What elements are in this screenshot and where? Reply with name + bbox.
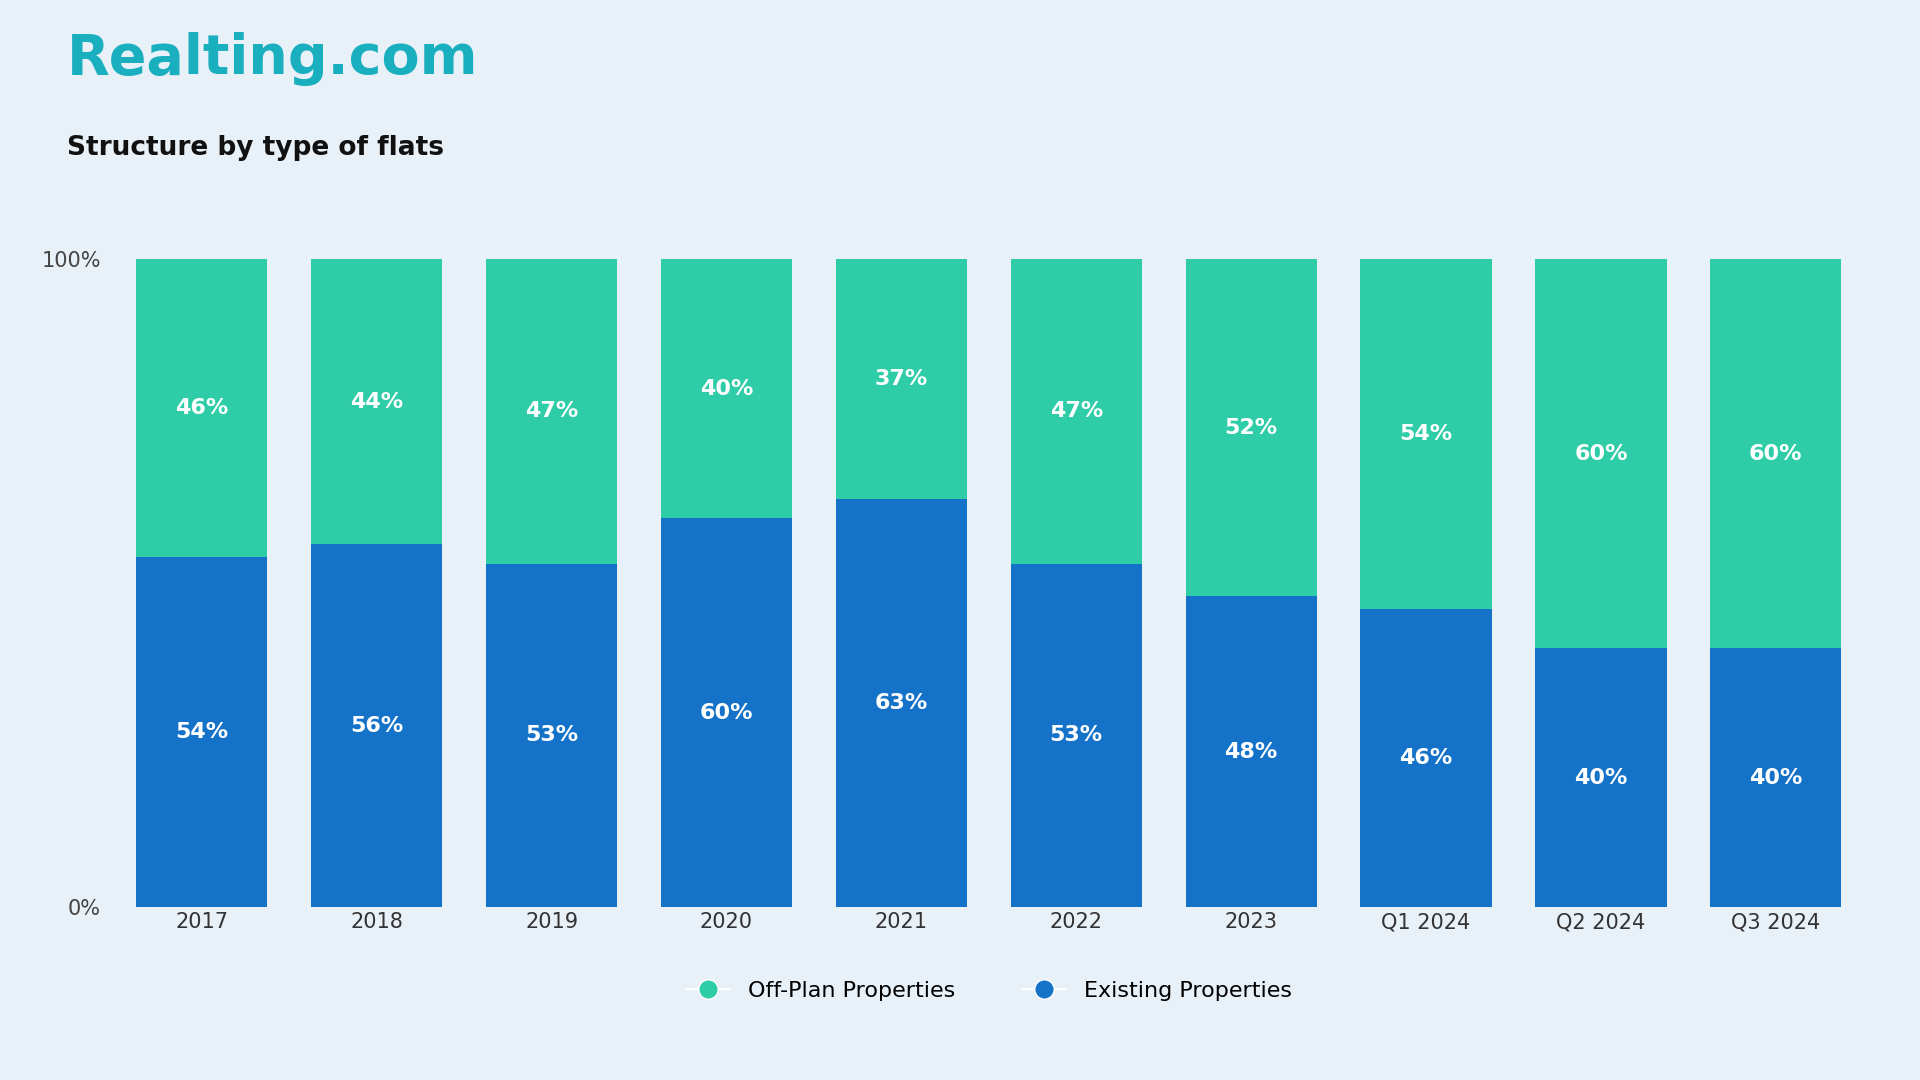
Bar <box>486 259 616 564</box>
Text: 60%: 60% <box>1749 444 1803 463</box>
Bar <box>136 259 267 557</box>
Text: 54%: 54% <box>175 723 228 742</box>
Bar <box>1711 648 1841 907</box>
Bar <box>486 564 616 907</box>
Text: 54%: 54% <box>1400 424 1453 444</box>
Text: 40%: 40% <box>699 379 753 399</box>
Text: 53%: 53% <box>1050 726 1102 745</box>
Text: 48%: 48% <box>1225 742 1279 761</box>
Text: 44%: 44% <box>349 392 403 411</box>
Bar <box>1010 259 1142 564</box>
Bar <box>835 499 968 907</box>
Bar <box>1536 648 1667 907</box>
Bar <box>1185 596 1317 907</box>
Text: 63%: 63% <box>876 693 927 713</box>
Bar <box>835 259 968 499</box>
Bar <box>311 259 442 544</box>
Bar <box>136 557 267 907</box>
Text: 60%: 60% <box>1574 444 1628 463</box>
Bar <box>1010 564 1142 907</box>
Text: 40%: 40% <box>1749 768 1803 787</box>
Text: 47%: 47% <box>1050 402 1102 421</box>
Bar <box>1185 259 1317 596</box>
Bar <box>1711 259 1841 648</box>
Text: 46%: 46% <box>175 399 228 418</box>
Text: 37%: 37% <box>876 369 927 389</box>
Text: 47%: 47% <box>524 402 578 421</box>
Bar <box>311 544 442 907</box>
Bar <box>660 259 793 518</box>
Bar <box>1361 609 1492 907</box>
Text: Realting.com: Realting.com <box>67 32 478 86</box>
Text: 52%: 52% <box>1225 418 1277 437</box>
Legend: Off-Plan Properties, Existing Properties: Off-Plan Properties, Existing Properties <box>676 972 1302 1010</box>
Text: 46%: 46% <box>1400 748 1453 768</box>
Bar <box>1536 259 1667 648</box>
Bar <box>660 518 793 907</box>
Text: 53%: 53% <box>524 726 578 745</box>
Bar <box>1361 259 1492 609</box>
Text: 60%: 60% <box>699 703 753 723</box>
Text: Structure by type of flats: Structure by type of flats <box>67 135 444 161</box>
Text: 40%: 40% <box>1574 768 1628 787</box>
Text: 56%: 56% <box>349 716 403 735</box>
